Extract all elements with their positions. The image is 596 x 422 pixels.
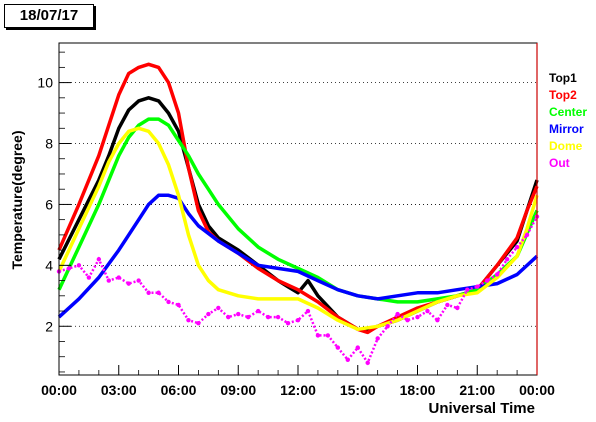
y-tick-label: 8 <box>45 136 53 152</box>
x-tick-label: 00:00 <box>41 382 77 398</box>
series-dome-line <box>57 126 539 332</box>
series-layer <box>56 62 540 366</box>
x-tick-label: 18:00 <box>400 382 436 398</box>
plot-area <box>59 43 537 375</box>
x-tick-label: 03:00 <box>101 382 137 398</box>
legend: Top1 Top2 Center Mirror Dome Out <box>549 71 587 170</box>
y-tick-label: 6 <box>45 196 53 212</box>
legend-entry-top1: Top1 <box>549 71 577 85</box>
y-tick-label: 4 <box>45 257 53 273</box>
x-tick-label: 12:00 <box>280 382 316 398</box>
x-tick-label: 15:00 <box>340 382 376 398</box>
y-axis-label: Temperature(degree) <box>9 130 25 269</box>
series-mirror-line <box>57 193 539 319</box>
date-label: 18/07/17 <box>4 4 94 28</box>
legend-entry-top2: Top2 <box>549 88 577 102</box>
x-tick-labels: 00:00 03:00 06:00 09:00 12:00 15:00 18:00 21:00… <box>41 382 555 398</box>
x-tick-label: 00:00 <box>519 382 555 398</box>
series-center-line <box>57 117 539 304</box>
legend-entry-dome: Dome <box>549 139 583 153</box>
y-tick-labels: 2 4 6 8 10 <box>37 75 53 335</box>
series-out-line <box>58 216 539 366</box>
x-tick-label: 06:00 <box>161 382 197 398</box>
legend-entry-out: Out <box>549 156 570 170</box>
legend-entry-center: Center <box>549 105 587 119</box>
y-tick-label: 10 <box>37 75 53 91</box>
y-tick-label: 2 <box>45 318 53 334</box>
x-tick-label: 21:00 <box>459 382 495 398</box>
legend-entry-mirror: Mirror <box>549 122 584 136</box>
x-axis-label: Universal Time <box>429 400 535 417</box>
x-tick-label: 09:00 <box>220 382 256 398</box>
